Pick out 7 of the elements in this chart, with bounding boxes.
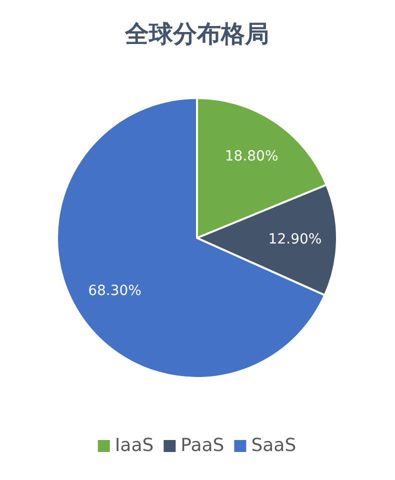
data-label: 68.30% — [88, 283, 142, 300]
legend-label: SaaS — [251, 434, 296, 456]
data-label: 12.90% — [268, 231, 322, 248]
legend-label: PaaS — [180, 434, 224, 456]
legend-label: IaaS — [114, 434, 154, 456]
data-label: 18.80% — [224, 148, 278, 164]
chart-title: 全球分布格局 — [124, 20, 269, 48]
